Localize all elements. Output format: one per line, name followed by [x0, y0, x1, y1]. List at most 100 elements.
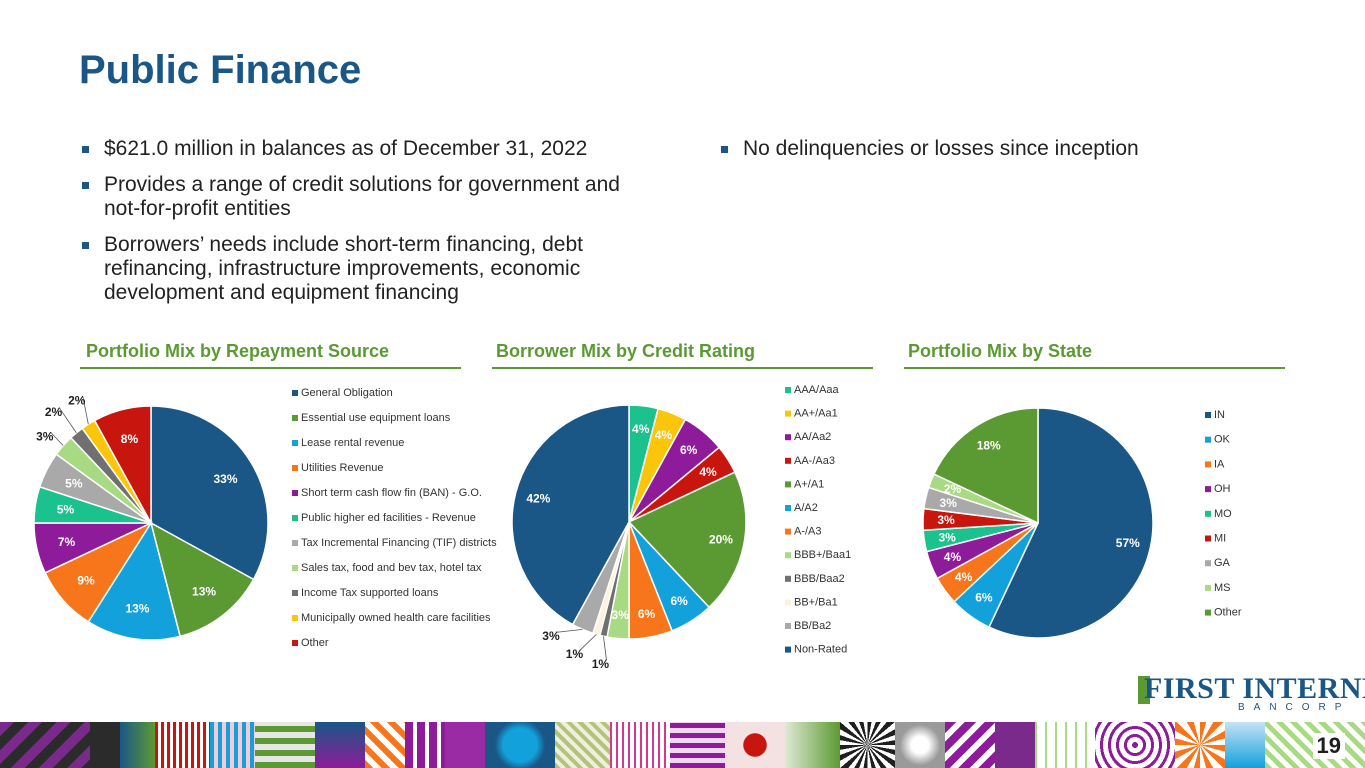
bullet-list-left: $621.0 million in balances as of Decembe… [79, 137, 654, 317]
slice-label: 20% [709, 533, 733, 547]
decorative-tile [1175, 722, 1225, 768]
pie-svg-repayment: 33% 13% 13% 9% 7% 5% 5% 3% 2% 2% 8% General Obligat… [33, 387, 497, 649]
legend-label: Other [301, 637, 329, 649]
leader-line [580, 634, 597, 651]
legend-label: IA [1214, 458, 1225, 470]
pie-chart-state: 57% 6% 4% 4% 3% 3% 3% 2% 18% IN OK IA OH MO MI GA MS Othe… [905, 378, 1265, 668]
decorative-tile [895, 722, 945, 768]
pie-svg-state: 57%6%4%4%3%3%3%2%18%INOKIAOHMOMIGAMSOthe… [922, 407, 1242, 639]
legend-label: Income Tax supported loans [301, 587, 439, 599]
slice-label: 18% [977, 438, 1001, 452]
slice-label: 4% [699, 465, 717, 479]
legend-label: OK [1214, 434, 1231, 446]
pie-chart-repayment: 33% 13% 13% 9% 7% 5% 5% 3% 2% 2% 8% General Obligat… [22, 378, 502, 668]
slice-label: 9% [77, 573, 95, 587]
pie-slice [93, 405, 152, 524]
legend-label: AA-/Aa3 [794, 455, 835, 467]
legend-label: AA/Aa2 [794, 431, 831, 443]
pie-slice [511, 404, 630, 626]
decorative-tile [610, 722, 670, 768]
decorative-tile [210, 722, 255, 768]
slice-label: 2% [45, 405, 63, 419]
legend-swatch [292, 440, 298, 446]
slice-label: 4% [655, 428, 673, 442]
legend-swatch [1205, 510, 1211, 517]
page-number: 19 [1312, 733, 1345, 759]
company-logo: FIRST INTERNET BANCORP [1138, 672, 1365, 714]
slice-label: 3% [940, 496, 958, 510]
legend-label: MI [1214, 533, 1226, 545]
leader-line [556, 628, 583, 633]
decorative-tile [785, 722, 840, 768]
pie-slice [149, 521, 255, 638]
decorative-tile [315, 722, 365, 768]
slice-label: 3% [937, 513, 955, 527]
legend-swatch [292, 590, 298, 596]
slice-label: 3% [542, 629, 560, 643]
legend-label: BB+/Ba1 [794, 596, 838, 608]
legend-label: MS [1214, 582, 1231, 594]
pie-slice [150, 405, 269, 581]
legend-label: GA [1214, 557, 1231, 569]
legend-swatch [785, 575, 791, 582]
slice-label: 7% [58, 535, 76, 549]
legend-swatch [292, 465, 298, 471]
legend-label: OH [1214, 483, 1231, 495]
legend-swatch [785, 481, 791, 488]
legend-swatch [292, 490, 298, 496]
legend-swatch [785, 434, 791, 441]
bullet-item: No delinquencies or losses since incepti… [718, 137, 1278, 161]
decorative-tile [445, 722, 485, 768]
legend-label: Essential use equipment loans [301, 412, 451, 424]
legend-label: A+/A1 [794, 478, 824, 490]
slice-label: 1% [592, 657, 610, 668]
legend-label: A/A2 [794, 502, 818, 514]
bullet-item: Borrowers’ needs include short-term fina… [79, 233, 654, 305]
decorative-tile [255, 722, 315, 768]
leader-line [50, 432, 64, 446]
decorative-tile [155, 722, 210, 768]
pie-slice [627, 471, 747, 609]
slice-label: 4% [632, 422, 650, 436]
legend-swatch [785, 410, 791, 417]
legend-swatch [785, 387, 791, 393]
decorative-tile [555, 722, 610, 768]
slice-label: 2% [68, 393, 86, 407]
legend-label: IN [1214, 409, 1225, 421]
slice-label: 6% [638, 607, 656, 621]
legend-swatch [1205, 609, 1211, 616]
slice-label: 8% [121, 432, 139, 446]
legend-label: MO [1214, 508, 1232, 520]
decorative-tile [485, 722, 555, 768]
decorative-tile [1095, 722, 1175, 768]
legend-label: Non-Rated [794, 644, 847, 656]
legend-swatch [785, 457, 791, 464]
legend-label: General Obligation [301, 387, 393, 399]
slice-label: 6% [680, 443, 698, 457]
section-title-credit: Borrower Mix by Credit Rating [496, 341, 756, 361]
legend-swatch [292, 565, 298, 571]
pie-slice [988, 407, 1154, 639]
legend-swatch [1205, 412, 1211, 418]
decorative-tile [670, 722, 725, 768]
legend-label: BBB+/Baa1 [794, 549, 851, 561]
legend-swatch [1205, 486, 1211, 493]
decorative-tile [945, 722, 995, 768]
slice-label: 42% [526, 492, 550, 506]
slice-label: 6% [670, 594, 688, 608]
decorative-tile [840, 722, 895, 768]
pie-slice [932, 407, 1039, 525]
legend-swatch [292, 540, 298, 546]
legend-label: Public higher ed facilities - Revenue [301, 512, 476, 524]
legend-swatch [292, 415, 298, 421]
legend-swatch [785, 528, 791, 535]
legend-swatch [1205, 436, 1211, 443]
legend-label: Municipally owned health care facilities [301, 612, 491, 624]
section-title-state: Portfolio Mix by State [908, 341, 1093, 361]
decorative-tile [405, 722, 445, 768]
legend-label: A-/A3 [794, 526, 822, 538]
slice-label: 5% [57, 502, 75, 516]
decorative-tile [1035, 722, 1095, 768]
decorative-tile [0, 722, 90, 768]
legend-label: BB/Ba2 [794, 620, 831, 632]
